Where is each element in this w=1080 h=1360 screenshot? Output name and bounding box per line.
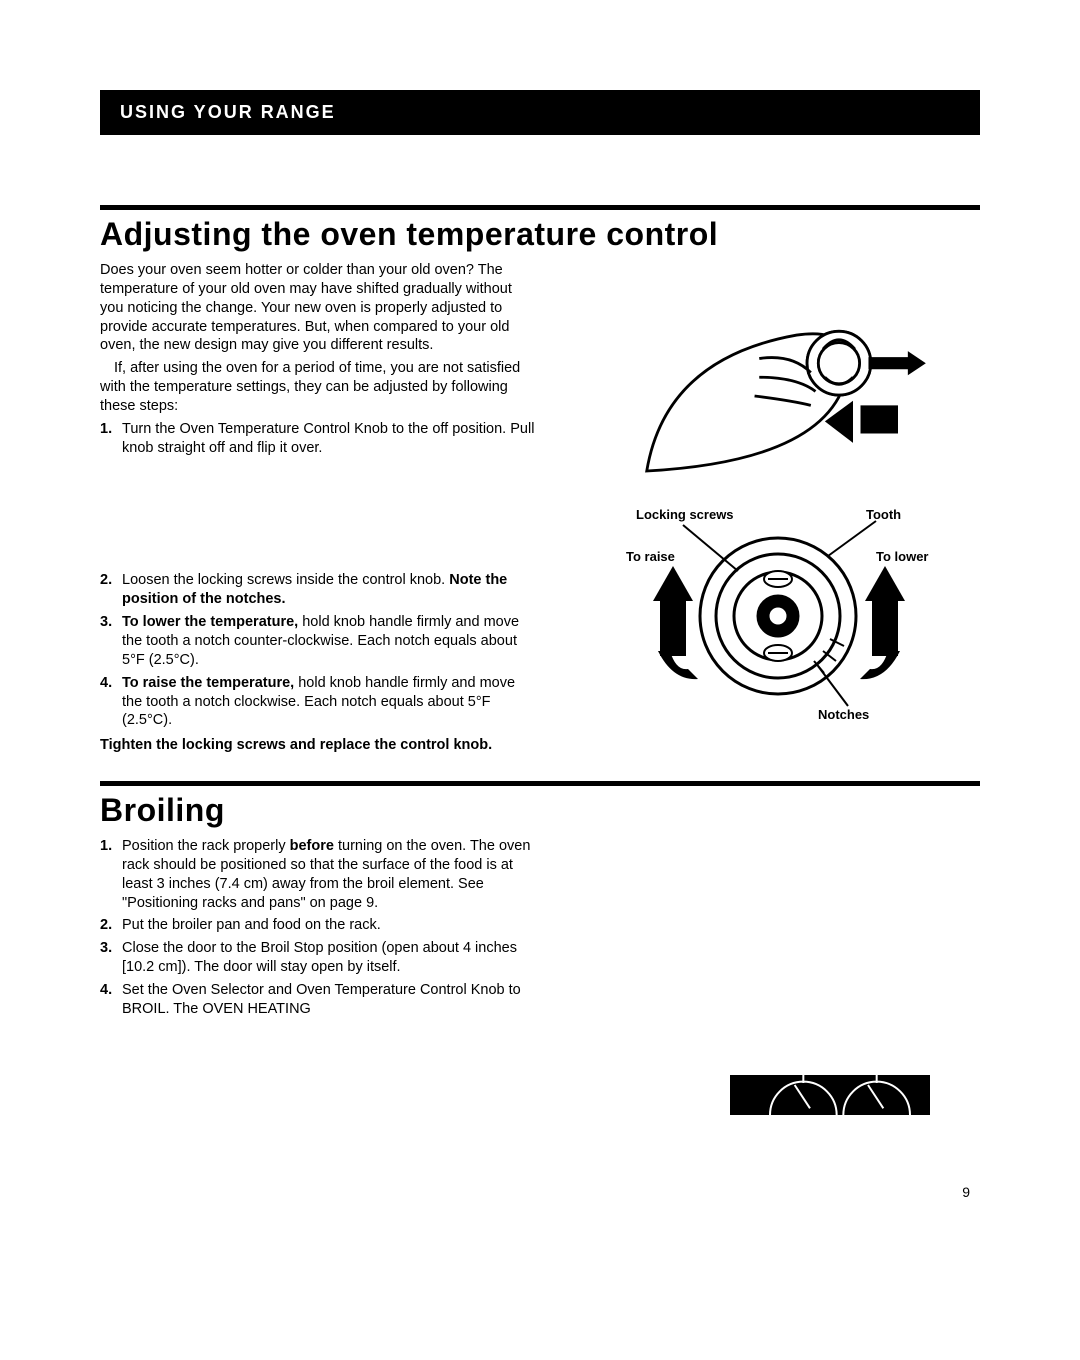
section1-intro: Does your oven seem hotter or colder tha…: [100, 261, 537, 355]
s2-step1: 1. Position the rack properly before tur…: [100, 837, 537, 912]
section2-right: [577, 837, 980, 1023]
s1-step2-body: Loosen the locking screws inside the con…: [122, 571, 537, 609]
figure-knob-pull: [577, 291, 980, 501]
label-locking: Locking screws: [636, 507, 734, 522]
s1-step4: 4. To raise the temperature, hold knob h…: [100, 674, 537, 731]
page-number: 9: [962, 1184, 970, 1200]
section2-left: 1. Position the rack properly before tur…: [100, 837, 537, 1023]
s1-step1: 1. Turn the Oven Temperature Control Kno…: [100, 420, 537, 458]
figure-broil-stop: [680, 1075, 980, 1120]
list-num: 1.: [100, 420, 122, 458]
s2-step2: 2. Put the broiler pan and food on the r…: [100, 916, 537, 935]
list-num: 1.: [100, 837, 122, 912]
s1-closing: Tighten the locking screws and replace t…: [100, 736, 537, 755]
s1-step1-body: Turn the Oven Temperature Control Knob t…: [122, 420, 537, 458]
label-raise: To raise: [626, 549, 675, 564]
section-rule-2: [100, 781, 980, 786]
list-num: 3.: [100, 939, 122, 977]
section1-columns: Does your oven seem hotter or colder tha…: [100, 261, 980, 759]
s2-step1a: Position the rack properly: [122, 838, 290, 854]
s1-step3-body: To lower the temperature, hold knob hand…: [122, 613, 537, 670]
s1-step2a: Loosen the locking screws inside the con…: [122, 572, 449, 588]
header-title: USING YOUR RANGE: [120, 102, 336, 122]
section2-title: Broiling: [100, 792, 980, 829]
list-num: 3.: [100, 613, 122, 670]
label-tooth: Tooth: [866, 507, 901, 522]
section1-left: Does your oven seem hotter or colder tha…: [100, 261, 537, 759]
s1-step3: 3. To lower the temperature, hold knob h…: [100, 613, 537, 670]
s2-step2-body: Put the broiler pan and food on the rack…: [122, 916, 537, 935]
section-rule: [100, 205, 980, 210]
s1-step4-body: To raise the temperature, hold knob hand…: [122, 674, 537, 731]
header-bar: USING YOUR RANGE: [100, 90, 980, 135]
figure-knob-back: Locking screws Tooth To raise To lower N…: [577, 501, 980, 731]
s2-step4: 4. Set the Oven Selector and Oven Temper…: [100, 981, 537, 1019]
s2-step3: 3. Close the door to the Broil Stop posi…: [100, 939, 537, 977]
s1-step3a: To lower the temperature,: [122, 614, 298, 630]
list-num: 4.: [100, 674, 122, 731]
list-num: 4.: [100, 981, 122, 1019]
s2-step3-body: Close the door to the Broil Stop positio…: [122, 939, 537, 977]
s2-step1-body: Position the rack properly before turnin…: [122, 837, 537, 912]
s1-step2: 2. Loosen the locking screws inside the …: [100, 571, 537, 609]
section1-intro2: If, after using the oven for a period of…: [100, 359, 537, 416]
section1-title: Adjusting the oven temperature control: [100, 216, 980, 253]
section1-right: Locking screws Tooth To raise To lower N…: [577, 261, 980, 759]
list-num: 2.: [100, 571, 122, 609]
section2-columns: 1. Position the rack properly before tur…: [100, 837, 980, 1023]
list-num: 2.: [100, 916, 122, 935]
spacer: [100, 461, 537, 571]
s2-step1b: before: [290, 838, 334, 854]
s2-step4-body: Set the Oven Selector and Oven Temperatu…: [122, 981, 537, 1019]
label-lower: To lower: [876, 549, 928, 564]
label-notches: Notches: [818, 707, 869, 722]
s1-step4a: To raise the temperature,: [122, 675, 294, 691]
